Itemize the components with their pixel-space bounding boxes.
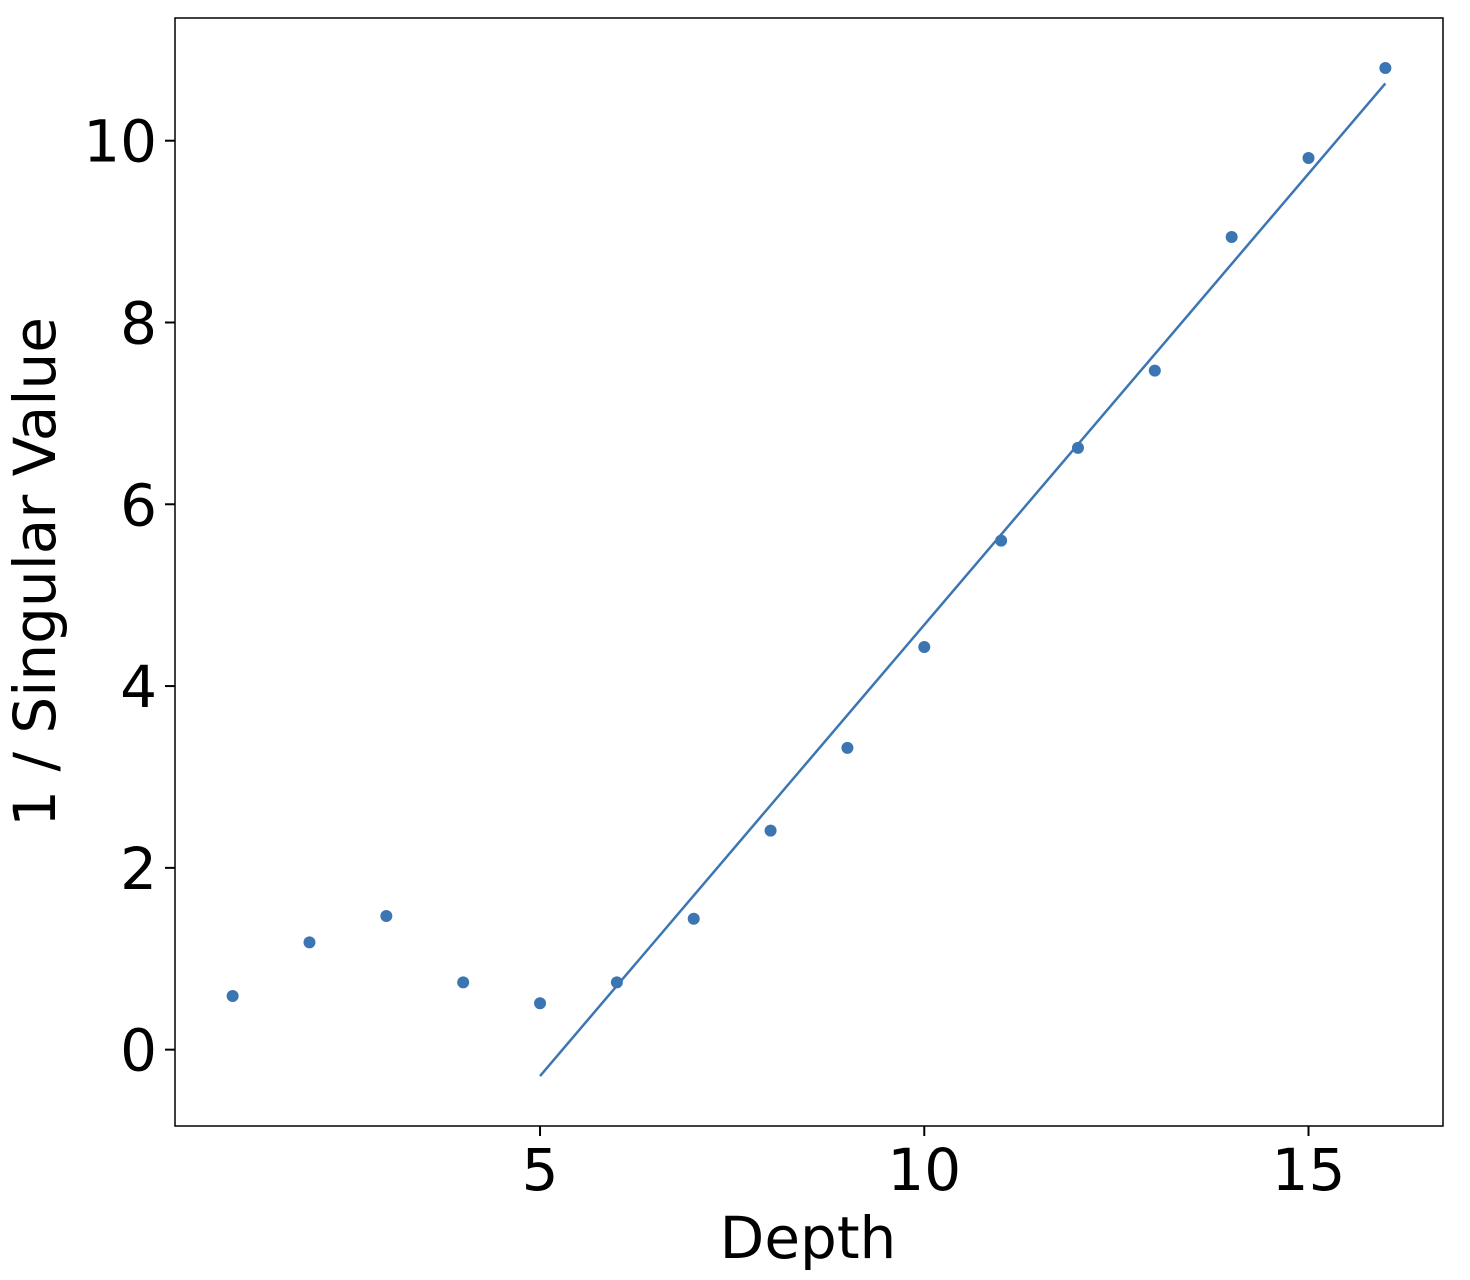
point <box>1071 441 1084 454</box>
point <box>841 741 854 754</box>
point <box>380 910 393 923</box>
point <box>534 997 547 1010</box>
y-tick-label: 4 <box>120 653 157 721</box>
point <box>303 936 316 949</box>
x-tick-label: 15 <box>1272 1136 1346 1204</box>
point <box>226 990 239 1003</box>
point <box>1302 151 1315 164</box>
point <box>610 976 623 989</box>
y-tick-label: 6 <box>120 471 157 539</box>
point <box>995 534 1008 547</box>
point <box>1225 231 1238 244</box>
fit-line <box>539 82 1387 1077</box>
point <box>457 976 470 989</box>
y-tick-label: 8 <box>120 289 157 357</box>
x-tick-label: 10 <box>887 1136 961 1204</box>
y-tick-label: 0 <box>120 1017 157 1085</box>
y-axis-label: 1 / Singular Value <box>1 317 69 827</box>
point <box>1148 364 1161 377</box>
y-tick-label: 2 <box>120 835 157 903</box>
y-tick-label: 10 <box>83 108 157 176</box>
x-tick-label: 5 <box>522 1136 559 1204</box>
point <box>764 824 777 837</box>
plot-frame <box>174 17 1444 1127</box>
point <box>1379 61 1392 74</box>
x-axis-label: Depth <box>720 1204 897 1272</box>
point <box>918 640 931 653</box>
point <box>687 912 700 925</box>
